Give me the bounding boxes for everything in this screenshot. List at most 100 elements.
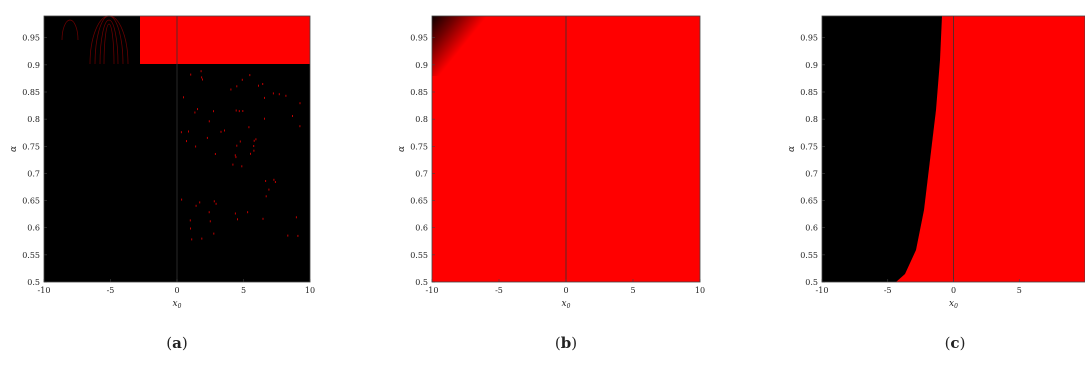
speckle-dot xyxy=(268,188,270,191)
speckle-dot xyxy=(186,140,187,143)
speckle-dot xyxy=(265,180,267,182)
speckle-dot xyxy=(183,96,184,99)
speckle-dot xyxy=(250,152,251,155)
y-axis-label: α xyxy=(9,146,19,152)
y-tick-label: 0.55 xyxy=(410,251,428,260)
speckle-dot xyxy=(241,165,243,168)
x-tick-label: 0 xyxy=(174,286,179,295)
y-tick-label: 0.75 xyxy=(800,142,818,151)
red-speckle-dots xyxy=(180,70,301,241)
axes-layer: -10 -5 0 5 100.50.550.60.650.70.750.80.850.9… xyxy=(9,15,1085,310)
y-tick-label: 0.6 xyxy=(27,224,40,233)
speckle-dot xyxy=(195,145,197,148)
y-tick-label: 0.7 xyxy=(27,169,40,178)
black-region xyxy=(822,16,942,282)
speckle-dot xyxy=(195,204,197,207)
speckle-dot xyxy=(237,218,238,221)
speckle-dot xyxy=(287,234,289,237)
axes-a: -10 -5 0 5 10 0.5 0.55 0.6 0.65 0.7 0.75 0.8 0.85 0.9… xyxy=(9,15,315,310)
y-tick-label: 0.5 xyxy=(27,278,40,287)
y-tick-label: 0.95 xyxy=(410,34,428,43)
x-tick-label: -10 xyxy=(816,286,829,295)
speckle-dot xyxy=(247,211,249,214)
speckle-dot xyxy=(213,110,214,113)
speckle-dot xyxy=(194,111,196,114)
speckle-dot xyxy=(262,83,264,85)
speckle-dot xyxy=(199,201,201,204)
y-tick-label: 0.9 xyxy=(805,61,818,70)
speckle-dot xyxy=(239,140,241,143)
y-tick-label: 0.55 xyxy=(800,251,818,260)
speckle-dot xyxy=(295,216,297,219)
y-tick-label: 0.9 xyxy=(27,61,40,70)
speckle-dot xyxy=(189,219,191,222)
speckle-dot xyxy=(200,70,202,73)
speckle-dot xyxy=(181,198,183,201)
speckle-dot xyxy=(191,238,193,241)
speckle-dot xyxy=(278,93,280,96)
x-tick-label: 5 xyxy=(1017,286,1022,295)
x-tick-label: 5 xyxy=(630,286,635,295)
y-tick-label: 0.65 xyxy=(800,197,818,206)
speckle-dot xyxy=(180,131,182,134)
x-tick-label: 5 xyxy=(241,286,246,295)
speckle-dot xyxy=(234,154,236,157)
speckle-dot xyxy=(220,130,222,133)
speckle-dot xyxy=(272,92,274,95)
axes-b: -10 -5 0 5 10 0.5 0.55 0.6 0.65 0.7 0.75 0.8 0.85 0.9… xyxy=(397,15,705,310)
speckle-dot xyxy=(236,144,238,147)
y-tick-label: 0.5 xyxy=(415,278,428,287)
speckle-dot xyxy=(242,110,244,112)
y-tick-label: 0.8 xyxy=(805,115,818,124)
y-tick-label: 0.65 xyxy=(410,197,428,206)
speckle-dot xyxy=(299,125,301,128)
speckle-dot xyxy=(209,220,211,223)
x-tick-label: 0 xyxy=(563,286,568,295)
y-tick-label: 0.6 xyxy=(805,224,818,233)
speckle-dot xyxy=(201,76,203,79)
y-axis-label: α xyxy=(787,146,797,152)
x-tick-label: 0 xyxy=(951,286,956,295)
speckle-dot xyxy=(235,156,237,159)
speckle-dot xyxy=(201,237,203,240)
y-tick-label: 0.55 xyxy=(22,251,40,260)
speckle-dot xyxy=(230,88,232,91)
speckle-dot xyxy=(214,153,216,155)
y-axis-label: α xyxy=(397,146,407,152)
speckle-dot xyxy=(262,217,264,220)
speckle-dot xyxy=(248,126,250,129)
x-tick-label: -10 xyxy=(426,286,439,295)
speckle-dot xyxy=(292,115,293,117)
panel-label-c: (c) xyxy=(945,334,966,352)
speckle-dot xyxy=(274,181,276,183)
y-tick-label: 0.85 xyxy=(22,88,40,97)
speckle-dot xyxy=(265,195,267,198)
x-tick-label: 10 xyxy=(695,286,705,295)
speckle-dot xyxy=(255,138,257,141)
x-tick-label: -5 xyxy=(495,286,503,295)
speckle-dot xyxy=(299,102,301,105)
speckle-dot xyxy=(273,178,275,181)
speckle-dot xyxy=(264,117,265,120)
y-tick-label: 0.85 xyxy=(800,88,818,97)
x-tick-label: 10 xyxy=(305,286,315,295)
red-region-top xyxy=(140,16,310,64)
speckle-dot xyxy=(188,130,189,133)
speckle-dot xyxy=(197,108,198,111)
speckle-dot xyxy=(234,212,236,215)
x-tick-label: -5 xyxy=(884,286,892,295)
y-tick-label: 0.8 xyxy=(415,115,428,124)
speckle-dot xyxy=(232,163,234,166)
speckle-dot xyxy=(202,78,203,81)
y-tick-label: 0.85 xyxy=(410,88,428,97)
speckle-dot xyxy=(206,136,208,139)
y-tick-label: 0.7 xyxy=(805,169,818,178)
speckle-dot xyxy=(213,200,215,203)
speckle-dot xyxy=(235,109,237,112)
x-axis-label: x0 xyxy=(562,299,571,310)
x-tick-label: -5 xyxy=(107,286,115,295)
speckle-dot xyxy=(215,202,217,205)
speckle-dot xyxy=(258,84,259,87)
y-tick-label: 0.95 xyxy=(800,34,818,43)
